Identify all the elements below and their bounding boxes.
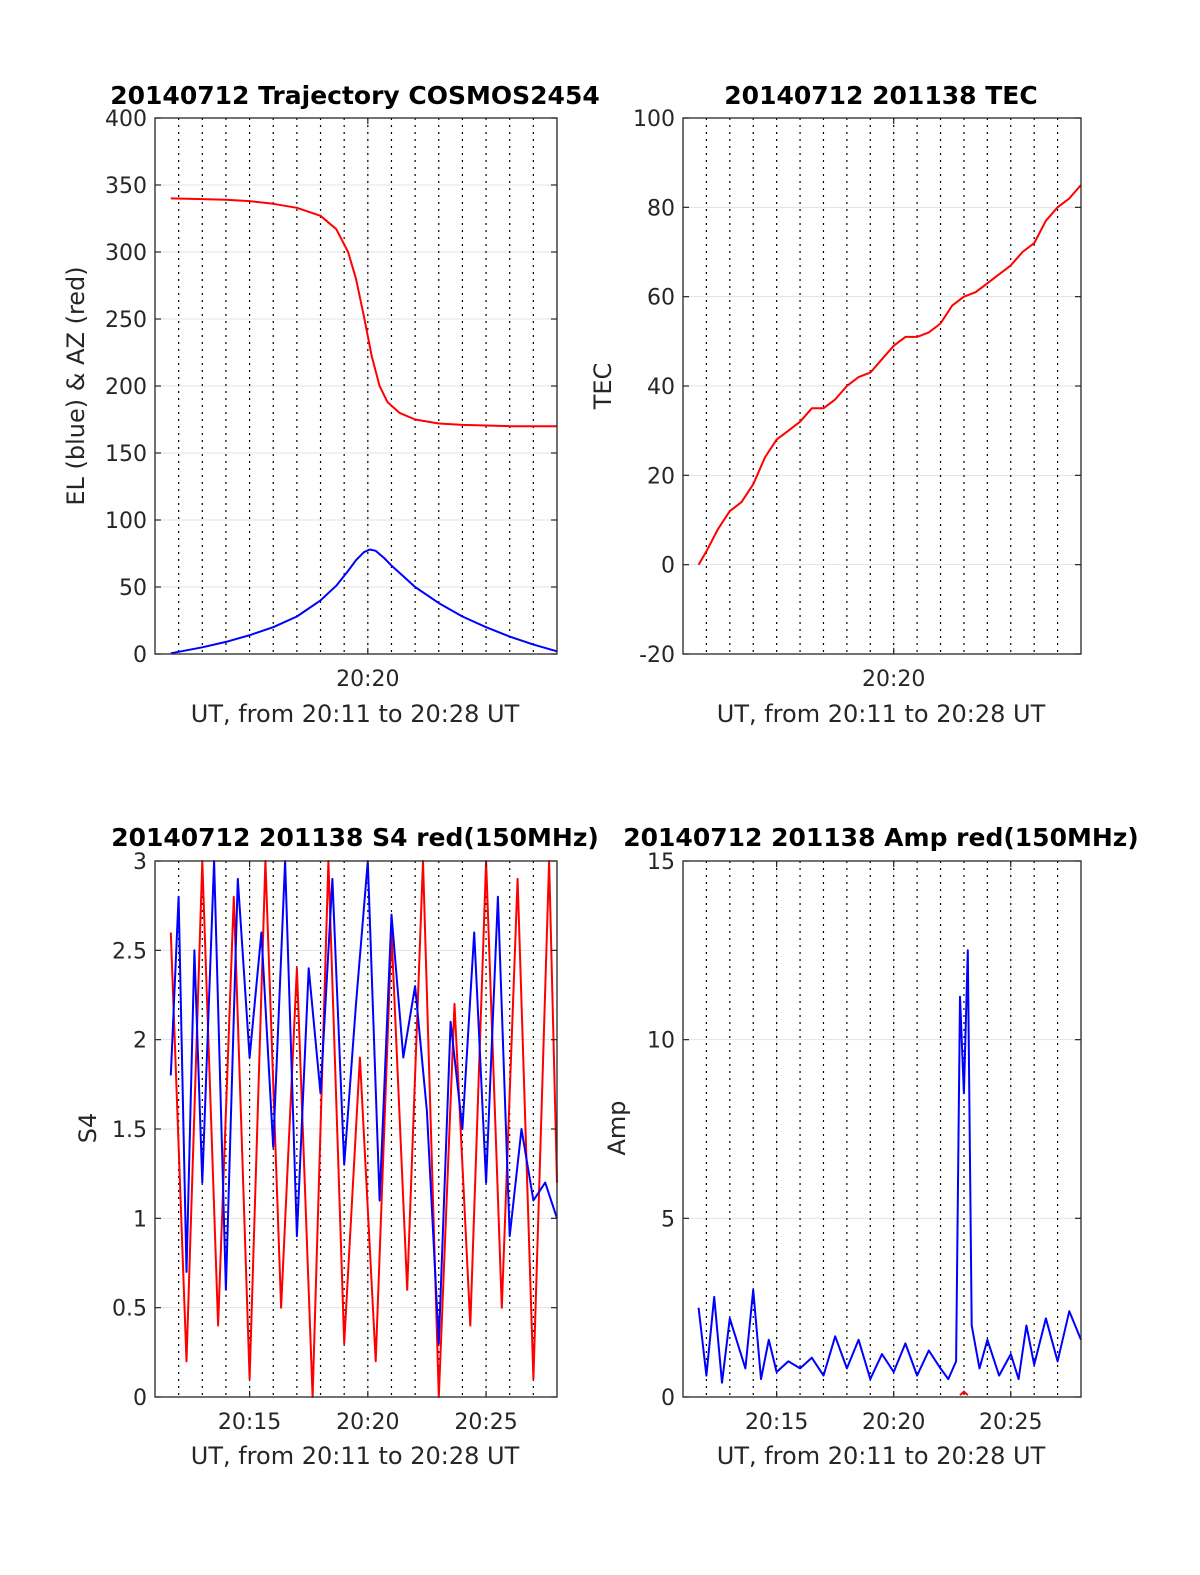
y-tick-label: 15 [647, 850, 675, 875]
y-tick-label: 80 [647, 196, 675, 221]
trajectory-panel: 20140712 Trajectory COSMOS2454 UT, from … [62, 81, 600, 728]
x-tick-label: 20:20 [862, 667, 925, 692]
y-tick-label: 2.5 [112, 939, 147, 964]
panel-title: 20140712 Trajectory COSMOS2454 [110, 81, 600, 110]
x-axis-label: UT, from 20:11 to 20:28 UT [717, 1442, 1046, 1470]
series-line [169, 860, 558, 1398]
y-tick-label: 5 [661, 1207, 675, 1232]
y-tick-label: 0 [661, 554, 675, 579]
series-line [169, 860, 558, 1345]
y-tick-label: 250 [105, 308, 147, 333]
x-axis-label: UT, from 20:11 to 20:28 UT [191, 1442, 520, 1470]
y-axis-label: TEC [589, 363, 617, 411]
y-tick-label: 20 [647, 464, 675, 489]
tec-panel: 20140712 201138 TEC UT, from 20:11 to 20… [589, 81, 1082, 728]
panel-title: 20140712 201138 TEC [724, 81, 1037, 110]
x-tick-label: 20:25 [979, 1410, 1042, 1435]
y-tick-label: 150 [105, 442, 147, 467]
y-axis-label: S4 [74, 1113, 102, 1144]
series-line [170, 197, 557, 428]
y-tick-label: 1 [133, 1207, 147, 1232]
y-tick-label: 10 [647, 1029, 675, 1054]
y-tick-label: 300 [105, 241, 147, 266]
x-tick-label: 20:15 [745, 1410, 808, 1435]
y-tick-label: -20 [639, 643, 675, 668]
y-tick-label: 100 [105, 509, 147, 534]
y-tick-label: 3 [133, 850, 147, 875]
series-line [959, 1390, 969, 1396]
x-tick-label: 20:15 [218, 1410, 281, 1435]
y-axis-label: Amp [603, 1100, 631, 1155]
y-tick-label: 2 [133, 1029, 147, 1054]
amp-panel: 20140712 201138 Amp red(150MHz) UT, from… [603, 823, 1139, 1470]
series-line [697, 184, 1082, 566]
y-tick-label: 60 [647, 286, 675, 311]
s4-panel: 20140712 201138 S4 red(150MHz) UT, from … [74, 823, 599, 1470]
x-axis-label: UT, from 20:11 to 20:28 UT [191, 700, 520, 728]
y-tick-label: 1.5 [112, 1118, 147, 1143]
x-tick-label: 20:20 [862, 1410, 925, 1435]
y-tick-label: 100 [633, 107, 675, 132]
axes-box [682, 860, 1082, 1398]
panel-title: 20140712 201138 Amp red(150MHz) [623, 823, 1139, 852]
x-tick-label: 20:25 [454, 1410, 517, 1435]
y-tick-label: 0 [661, 1386, 675, 1411]
x-tick-label: 20:20 [336, 667, 399, 692]
y-tick-label: 0 [133, 643, 147, 668]
x-axis-label: UT, from 20:11 to 20:28 UT [717, 700, 1046, 728]
y-tick-label: 50 [119, 576, 147, 601]
plot-area [683, 861, 1081, 1397]
y-tick-label: 400 [105, 107, 147, 132]
y-tick-label: 0 [133, 1386, 147, 1411]
series-line [697, 949, 1082, 1384]
y-tick-label: 0.5 [112, 1297, 147, 1322]
y-tick-label: 40 [647, 375, 675, 400]
y-tick-label: 350 [105, 174, 147, 199]
y-tick-label: 200 [105, 375, 147, 400]
x-tick-label: 20:20 [336, 1410, 399, 1435]
y-axis-label: EL (blue) & AZ (red) [62, 266, 90, 505]
panel-title: 20140712 201138 S4 red(150MHz) [111, 823, 599, 852]
series-line [170, 548, 558, 655]
